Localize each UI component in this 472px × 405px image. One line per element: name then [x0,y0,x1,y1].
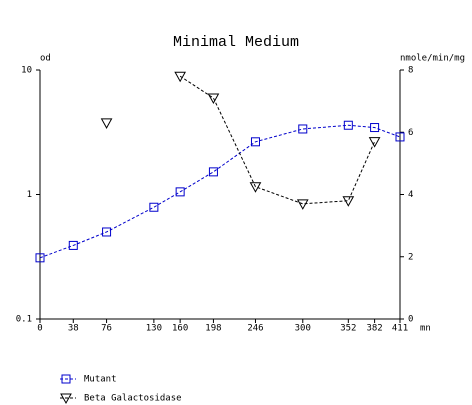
marker [208,167,218,177]
x-tick-label: 382 [366,324,382,334]
marker [250,137,260,147]
x-axis-label: mn [420,324,431,334]
y2-tick-label: 2 [408,252,413,262]
legend-label: Beta Galactosidase [84,394,182,404]
marker [102,227,112,237]
x-tick-label: 38 [68,324,79,334]
x-tick-label: 198 [205,324,221,334]
marker [298,124,308,134]
y2-tick-label: 4 [408,190,413,200]
x-tick-label: 130 [146,324,162,334]
y-tick-label: 10 [21,66,32,76]
x-tick-label: 160 [172,324,188,334]
marker [249,182,262,193]
x-tick-label: 76 [101,324,112,334]
y-tick-label: 0.1 [16,315,32,325]
y-axis-label: od [40,54,51,64]
marker [175,187,185,197]
marker [60,393,72,405]
legend-label: Mutant [84,375,117,385]
series-line [39,124,401,259]
marker [100,118,113,129]
y2-tick-label: 8 [408,66,413,76]
marker [370,123,380,133]
marker [35,253,45,263]
marker [68,240,78,250]
x-tick-label: 411 [392,324,408,334]
marker [368,137,381,148]
x-tick-label: 0 [37,324,42,334]
marker [149,202,159,212]
y2-tick-label: 0 [408,315,413,325]
marker [395,132,405,142]
marker [343,120,353,130]
marker [342,196,355,207]
y2-axis-label: nmole/min/mg [400,54,465,64]
marker [296,199,309,210]
x-tick-label: 352 [340,324,356,334]
marker [61,374,71,384]
x-tick-label: 246 [247,324,263,334]
x-tick-label: 300 [295,324,311,334]
y-tick-label: 1 [27,190,32,200]
marker [174,71,186,83]
chart-title: Minimal Medium [173,34,299,51]
y2-tick-label: 6 [408,128,413,138]
marker [207,93,220,105]
